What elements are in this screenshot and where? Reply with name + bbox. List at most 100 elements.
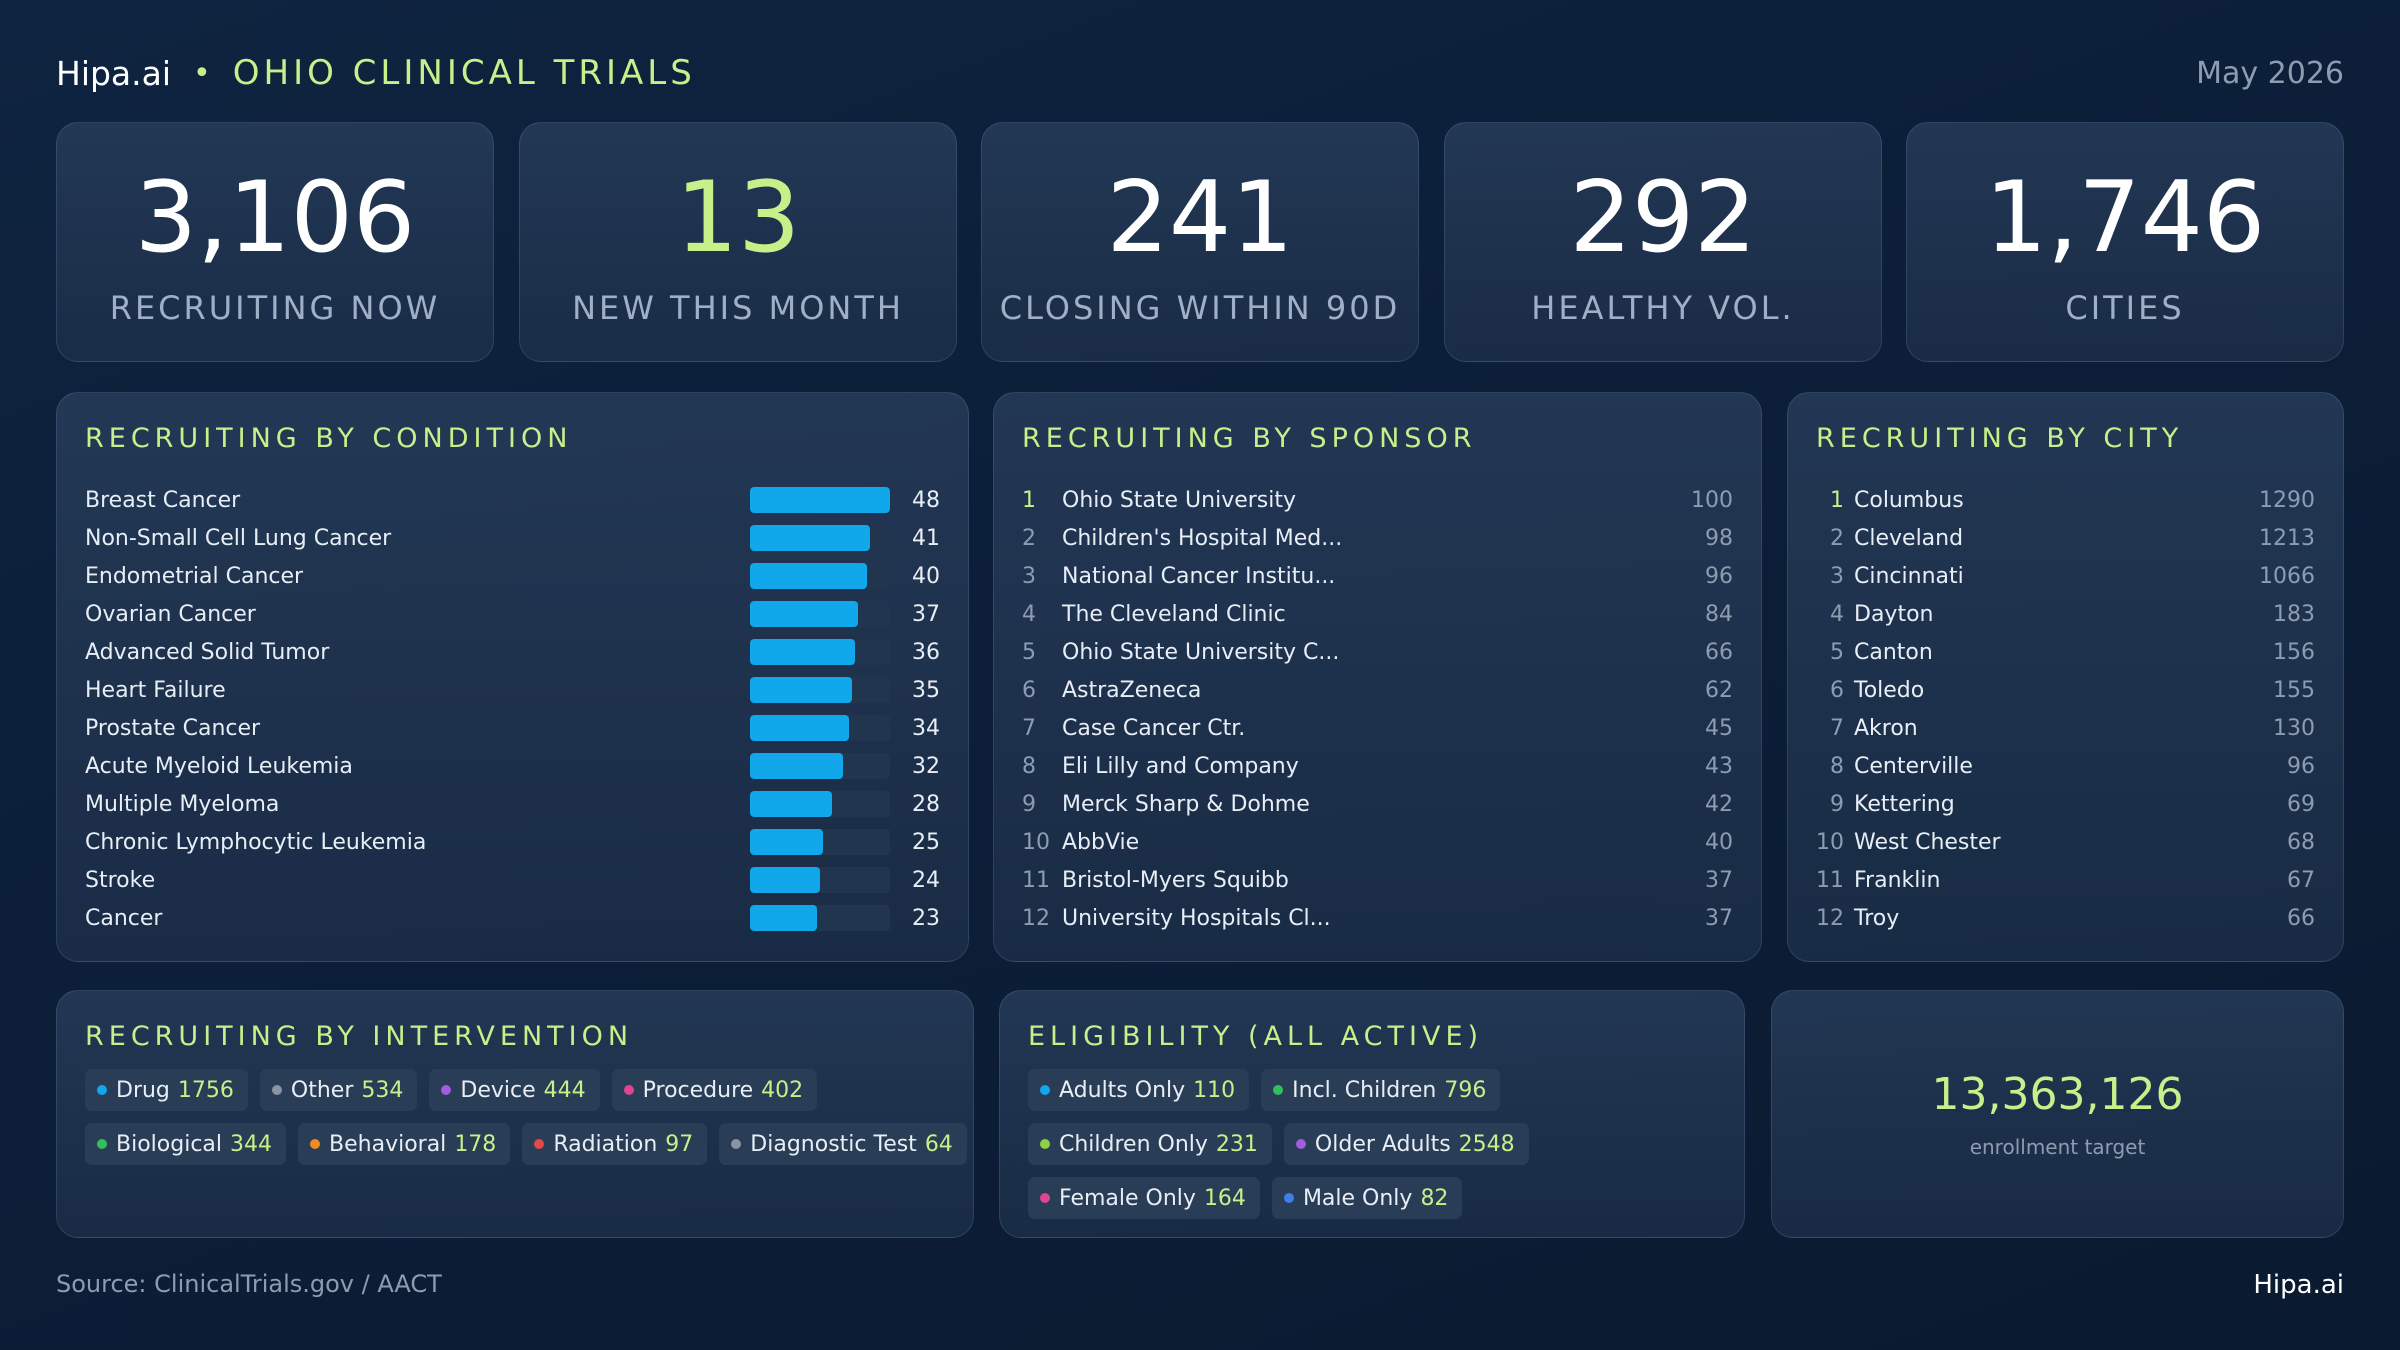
sponsor-rank: 2	[1022, 525, 1036, 551]
city-row[interactable]: 8 Centerville 96	[1816, 747, 2315, 785]
chip-adults-only[interactable]: Adults Only 110	[1028, 1069, 1250, 1111]
chip-count: 1756	[177, 1077, 234, 1103]
chip-label: Diagnostic Test	[750, 1131, 917, 1157]
kpi-value: 241	[1106, 161, 1294, 275]
condition-row[interactable]: Stroke 24	[85, 861, 940, 899]
chip-device[interactable]: Device 444	[429, 1069, 600, 1111]
panel-recruiting-by-city: RECRUITING BY CITY 1 Columbus 1290 2 Clevela…	[1787, 392, 2344, 962]
condition-name: Cancer	[85, 905, 163, 931]
city-row[interactable]: 7 Akron 130	[1816, 709, 2315, 747]
chip-drug[interactable]: Drug 1756	[85, 1069, 248, 1111]
condition-row[interactable]: Breast Cancer 48	[85, 481, 940, 519]
condition-bar-track	[750, 715, 890, 741]
condition-bar	[750, 677, 853, 703]
condition-name: Multiple Myeloma	[85, 791, 280, 817]
sponsor-rank: 3	[1022, 563, 1036, 589]
condition-count: 23	[912, 905, 940, 931]
city-row[interactable]: 4 Dayton 183	[1816, 595, 2315, 633]
chip-incl-children[interactable]: Incl. Children 796	[1261, 1069, 1501, 1111]
condition-name: Chronic Lymphocytic Leukemia	[85, 829, 427, 855]
city-count: 67	[2287, 867, 2315, 893]
sponsor-row[interactable]: 5 Ohio State University C... 66	[1022, 633, 1733, 671]
chip-count: 110	[1193, 1077, 1236, 1103]
condition-row[interactable]: Prostate Cancer 34	[85, 709, 940, 747]
chip-label: Biological	[116, 1131, 223, 1157]
condition-bar	[750, 829, 823, 855]
sponsor-row[interactable]: 7 Case Cancer Ctr. 45	[1022, 709, 1733, 747]
city-row[interactable]: 12 Troy 66	[1816, 899, 2315, 937]
condition-list: Breast Cancer 48 Non-Small Cell Lung Cance…	[85, 481, 940, 937]
sponsor-row[interactable]: 2 Children's Hospital Med... 98	[1022, 519, 1733, 557]
sponsor-name: Ohio State University C...	[1062, 639, 1340, 665]
condition-row[interactable]: Acute Myeloid Leukemia 32	[85, 747, 940, 785]
sponsor-count: 96	[1705, 563, 1733, 589]
condition-name: Endometrial Cancer	[85, 563, 304, 589]
condition-bar	[750, 867, 820, 893]
sponsor-row[interactable]: 3 National Cancer Institu... 96	[1022, 557, 1733, 595]
sponsor-row[interactable]: 10 AbbVie 40	[1022, 823, 1733, 861]
sponsor-row[interactable]: 4 The Cleveland Clinic 84	[1022, 595, 1733, 633]
sponsor-count: 37	[1705, 905, 1733, 931]
color-dot-icon	[1040, 1193, 1050, 1203]
city-row[interactable]: 3 Cincinnati 1066	[1816, 557, 2315, 595]
source-note: Source: ClinicalTrials.gov / AACT	[56, 1270, 442, 1298]
condition-row[interactable]: Multiple Myeloma 28	[85, 785, 940, 823]
sponsor-count: 62	[1705, 677, 1733, 703]
brand-logo[interactable]: Hipa.ai	[56, 53, 172, 93]
sponsor-name: AstraZeneca	[1062, 677, 1202, 703]
sponsor-row[interactable]: 1 Ohio State University 100	[1022, 481, 1733, 519]
chip-children-only[interactable]: Children Only 231	[1028, 1123, 1272, 1165]
condition-name: Stroke	[85, 867, 156, 893]
city-row[interactable]: 2 Cleveland 1213	[1816, 519, 2315, 557]
chip-count: 402	[761, 1077, 804, 1103]
sponsor-row[interactable]: 11 Bristol-Myers Squibb 37	[1022, 861, 1733, 899]
color-dot-icon	[1295, 1139, 1306, 1149]
chip-biological[interactable]: Biological 344	[85, 1123, 287, 1165]
city-row[interactable]: 9 Kettering 69	[1816, 785, 2315, 823]
panel-recruiting-by-intervention: RECRUITING BY INTERVENTION Drug 1756 Other…	[56, 990, 974, 1238]
condition-count: 34	[912, 715, 940, 741]
sponsor-count: 37	[1705, 867, 1733, 893]
city-row[interactable]: 1 Columbus 1290	[1816, 481, 2315, 519]
chip-female-only[interactable]: Female Only 164	[1028, 1177, 1260, 1219]
sponsor-name: AbbVie	[1062, 829, 1140, 855]
city-row[interactable]: 6 Toledo 155	[1816, 671, 2315, 709]
chip-behavioral[interactable]: Behavioral 178	[298, 1123, 511, 1165]
city-row[interactable]: 10 West Chester 68	[1816, 823, 2315, 861]
kpi-label: HEALTHY VOL.	[1531, 289, 1795, 327]
city-rank: 9	[1830, 791, 1844, 817]
condition-name: Prostate Cancer	[85, 715, 261, 741]
enrollment-target-value: 13,363,126	[1931, 1069, 2184, 1120]
condition-row[interactable]: Chronic Lymphocytic Leukemia 25	[85, 823, 940, 861]
chip-procedure[interactable]: Procedure 402	[611, 1069, 818, 1111]
sponsor-row[interactable]: 8 Eli Lilly and Company 43	[1022, 747, 1733, 785]
chip-other[interactable]: Other 534	[259, 1069, 418, 1111]
city-rank: 6	[1830, 677, 1844, 703]
condition-name: Non-Small Cell Lung Cancer	[85, 525, 392, 551]
sponsor-row[interactable]: 12 University Hospitals Cl... 37	[1022, 899, 1733, 937]
chip-male-only[interactable]: Male Only 82	[1271, 1177, 1463, 1219]
sponsor-name: Case Cancer Ctr.	[1062, 715, 1246, 741]
condition-count: 40	[912, 563, 940, 589]
condition-row[interactable]: Heart Failure 35	[85, 671, 940, 709]
sponsor-row[interactable]: 9 Merck Sharp & Dohme 42	[1022, 785, 1733, 823]
chip-older-adults[interactable]: Older Adults 2548	[1283, 1123, 1529, 1165]
condition-row[interactable]: Cancer 23	[85, 899, 940, 937]
section-title: RECRUITING BY SPONSOR	[1022, 423, 1477, 454]
kpi-cities: 1,746 CITIES	[1906, 122, 2344, 362]
condition-row[interactable]: Ovarian Cancer 37	[85, 595, 940, 633]
condition-bar	[750, 487, 890, 513]
condition-row[interactable]: Endometrial Cancer 40	[85, 557, 940, 595]
footer-brand[interactable]: Hipa.ai	[2253, 1270, 2344, 1300]
chip-count: 97	[665, 1131, 694, 1157]
condition-row[interactable]: Advanced Solid Tumor 36	[85, 633, 940, 671]
chip-diagnostic-test[interactable]: Diagnostic Test 64	[719, 1123, 967, 1165]
condition-row[interactable]: Non-Small Cell Lung Cancer 41	[85, 519, 940, 557]
kpi-new-this-month: 13 NEW THIS MONTH	[519, 122, 957, 362]
city-row[interactable]: 11 Franklin 67	[1816, 861, 2315, 899]
chip-row: Adults Only 110 Incl. Children 796	[1028, 1069, 1724, 1111]
sponsor-row[interactable]: 6 AstraZeneca 62	[1022, 671, 1733, 709]
city-row[interactable]: 5 Canton 156	[1816, 633, 2315, 671]
chip-radiation[interactable]: Radiation 97	[522, 1123, 708, 1165]
color-dot-icon	[97, 1139, 107, 1149]
